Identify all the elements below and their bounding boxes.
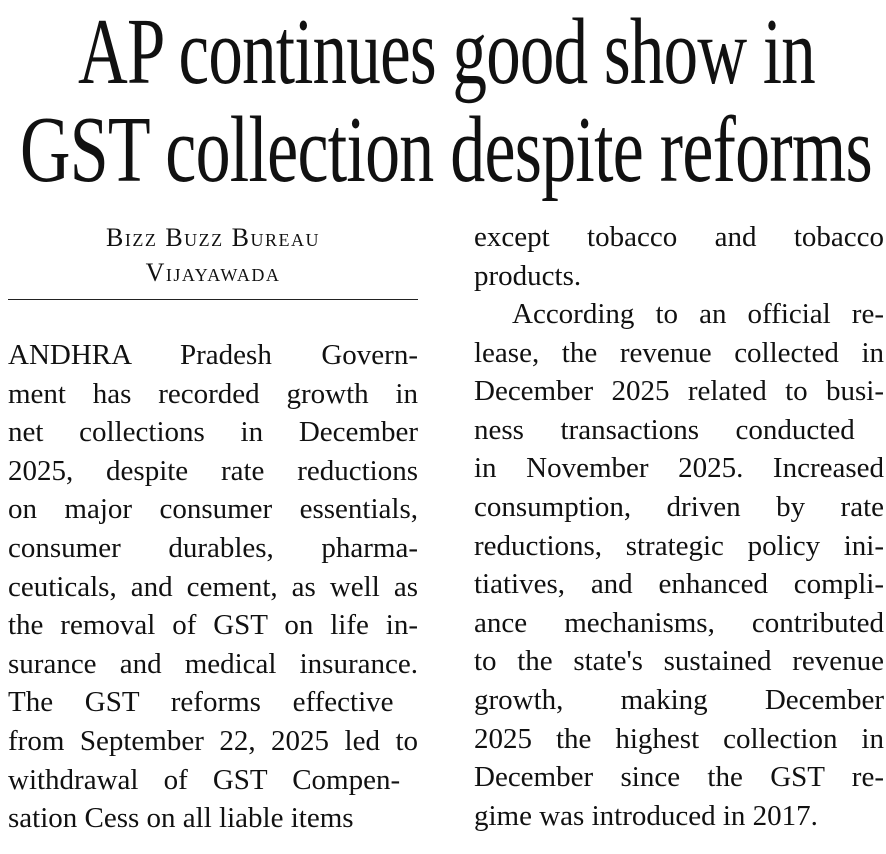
article-text: except tobacco and tobacco (474, 221, 884, 253)
article-text-line: the removal of GST on life in- (8, 606, 418, 645)
article-text: lease, the revenue collected in (474, 336, 884, 369)
article-text: ment has recorded growth in (8, 377, 418, 410)
article-text-line: sation Cess on all liable items (8, 799, 418, 838)
article-text: products. (474, 259, 582, 292)
article-text: growth, making December (474, 683, 884, 716)
article-text-line: except tobacco and tobacco (474, 218, 884, 257)
article-text: December since the GST re- (474, 761, 884, 794)
headline-line-1: AP continues good show in (78, 0, 816, 104)
article-text-line: withdrawal of GST Compen- (8, 761, 418, 800)
article-column-left: ANDHRA Pradesh Govern-ment has recorded … (8, 336, 418, 838)
article-text: 2025 the highest collection in (474, 722, 884, 755)
article-text: on major consumer essentials, (8, 493, 418, 526)
article-text: December 2025 related to busi- (474, 375, 884, 408)
article-text: The GST reforms effective (8, 686, 394, 719)
article-text-line: consumption, driven by rate (474, 488, 884, 527)
article-text: net collections in December (8, 416, 418, 449)
article-text-line: to the state's sustained revenue (474, 642, 884, 681)
byline-author: Bizz Buzz Bureau (106, 223, 320, 252)
article-text-line: ceuticals, and cement, as well as (8, 568, 418, 607)
article-text-line: products. (474, 257, 884, 296)
article-text-line: The GST reforms effective (8, 683, 418, 722)
article-text: to the state's sustained revenue (474, 645, 884, 678)
article-text-line: 2025 the highest collection in (474, 720, 884, 759)
article-text-line: growth, making December (474, 681, 884, 720)
article-text-line: consumer durables, pharma- (8, 529, 418, 568)
article-text-line: According to an official re- (474, 295, 884, 334)
article-text-line: 2025, despite rate reductions (8, 452, 418, 491)
article-text-line: gime was introduced in 2017. (474, 797, 884, 836)
article-text: consumption, driven by rate (474, 490, 884, 523)
article-text: the removal of GST on life in- (8, 609, 418, 642)
headline-line-2: GST collection despite reforms (20, 98, 873, 202)
article-column-right-para-2: According to an official re-lease, the r… (474, 295, 884, 835)
article-text-line: December since the GST re- (474, 758, 884, 797)
article-text: consumer durables, pharma- (8, 531, 418, 564)
article-text-line: ment has recorded growth in (8, 375, 418, 414)
article-text: gime was introduced in 2017. (474, 799, 818, 832)
byline-divider (8, 299, 418, 300)
article-text-line: surance and medical insurance. (8, 645, 418, 684)
article-text: tiatives, and enhanced compli- (474, 568, 884, 601)
article-text-line: from September 22, 2025 led to (8, 722, 418, 761)
article-text-line: ness transactions conducted (474, 411, 884, 450)
article-text-line: net collections in December (8, 413, 418, 452)
article-text-line: December 2025 related to busi- (474, 372, 884, 411)
article-text: surance and medical insurance. (8, 647, 418, 680)
article-text-line: lease, the revenue collected in (474, 334, 884, 373)
article-text-line: ANDHRA Pradesh Govern- (8, 336, 418, 375)
article-text: ceuticals, and cement, as well as (8, 570, 418, 603)
article-text: ance mechanisms, contributed (474, 606, 884, 639)
byline-location: Vijayawada (145, 258, 281, 287)
article-text: from September 22, 2025 led to (8, 724, 418, 757)
article-text: According to an official re- (512, 298, 884, 330)
article-text: withdrawal of GST Compen- (8, 763, 401, 796)
article-text-line: ance mechanisms, contributed (474, 604, 884, 643)
article-text: in November 2025. Increased (474, 452, 884, 485)
article-text-line: reductions, strategic policy ini- (474, 527, 884, 566)
article-text: 2025, despite rate reductions (8, 454, 418, 487)
article-text: ness transactions conducted (474, 413, 855, 446)
article-text: sation Cess on all liable items (8, 802, 354, 835)
article-text-line: in November 2025. Increased (474, 449, 884, 488)
article-text-line: on major consumer essentials, (8, 490, 418, 529)
article-column-right-para-1: except tobacco and tobacco products. (474, 218, 884, 295)
article-text: ANDHRA Pradesh Govern- (8, 339, 418, 371)
article-text-line: tiatives, and enhanced compli- (474, 565, 884, 604)
article-text: reductions, strategic policy ini- (474, 529, 884, 562)
